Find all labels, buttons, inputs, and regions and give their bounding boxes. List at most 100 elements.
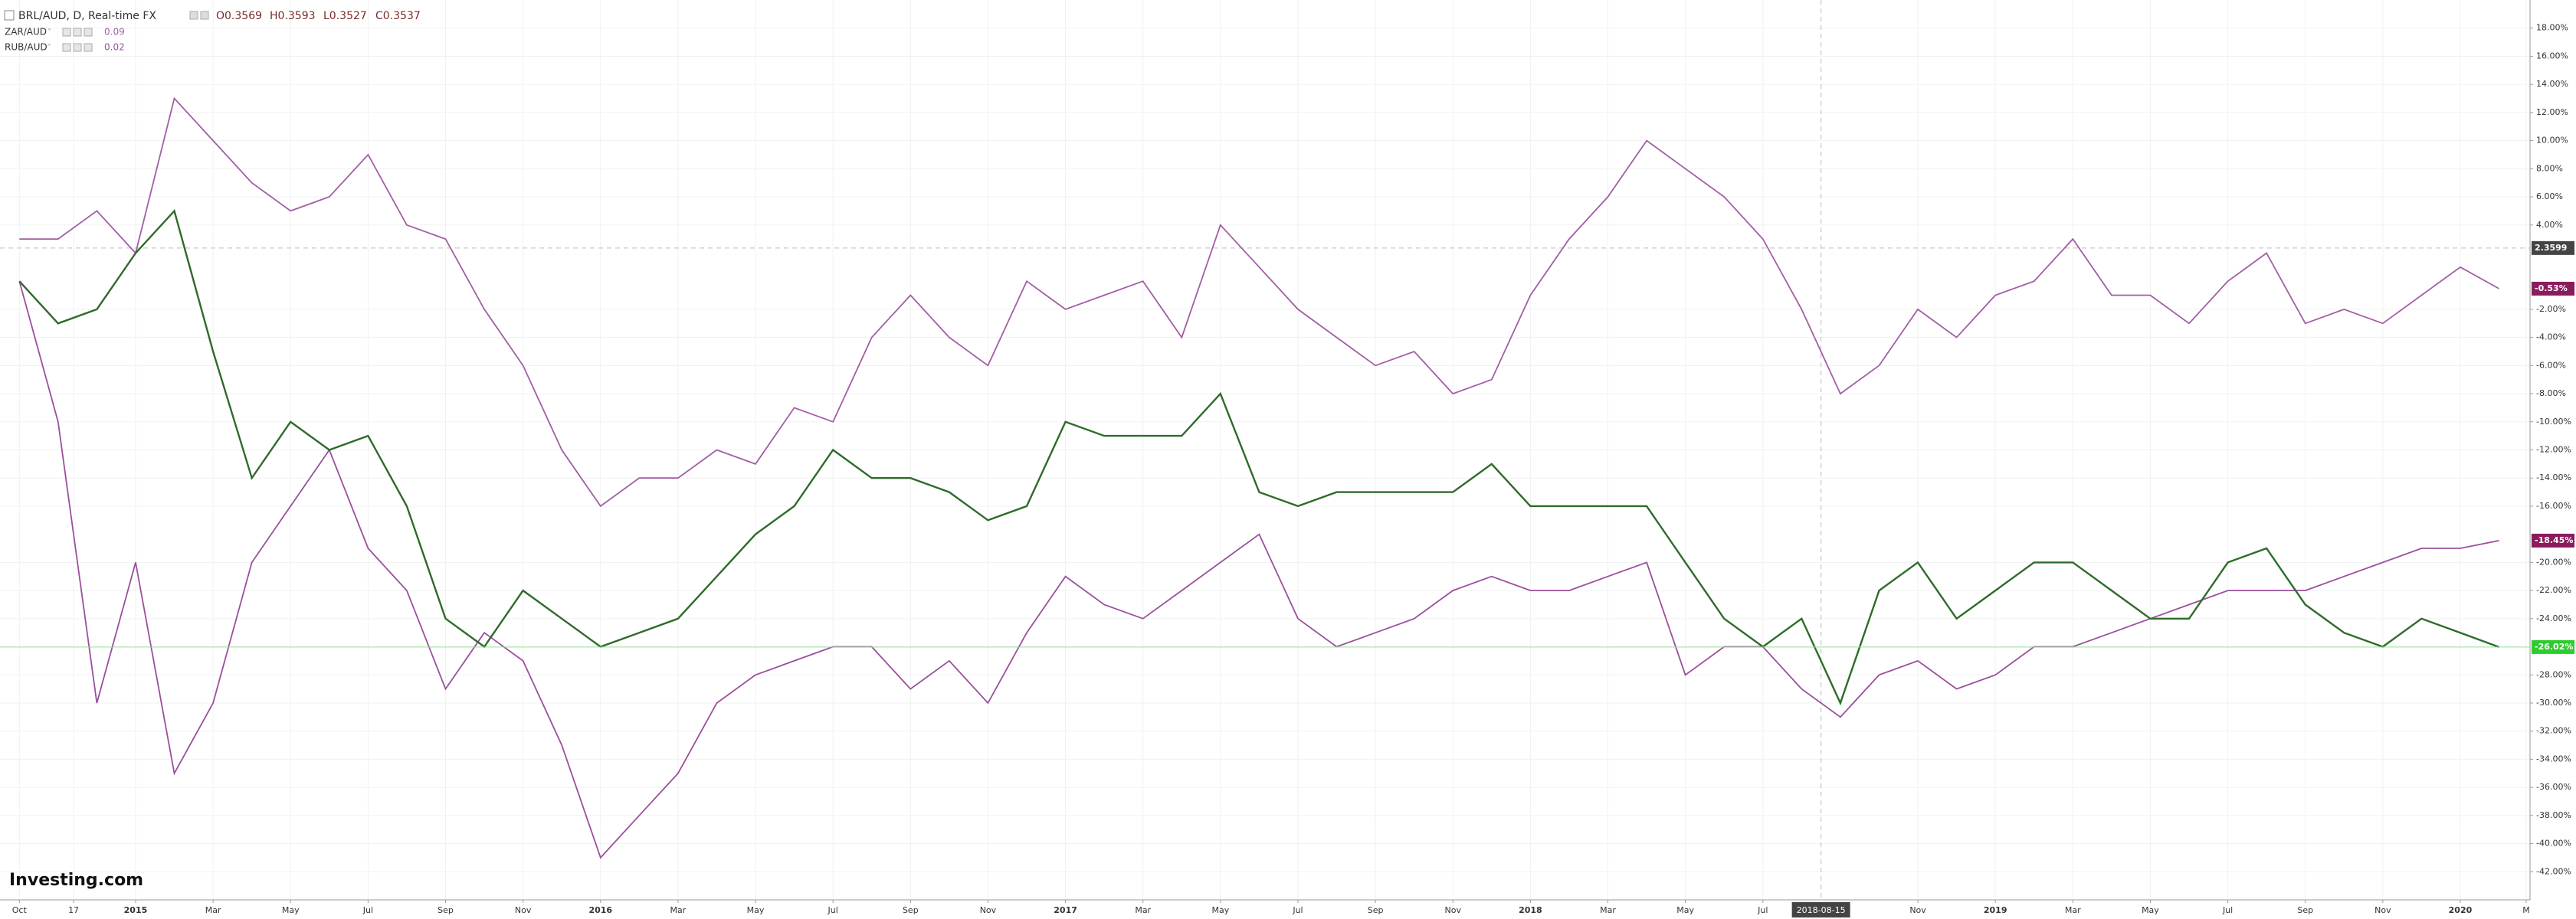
y-tick-label: 12.00%	[2536, 107, 2568, 117]
x-tick-label: May	[1676, 905, 1694, 915]
x-tick-label: Nov	[2374, 905, 2391, 915]
x-tick-label: 2019	[1984, 905, 2007, 915]
y-tick-label: -8.00%	[2536, 388, 2566, 398]
x-tick-label: M	[2522, 905, 2530, 915]
series-line	[19, 96, 2499, 508]
x-tick-label: Jul	[1757, 905, 1768, 915]
legend-caret: ˅	[48, 28, 51, 37]
icon[interactable]	[62, 43, 71, 52]
x-tick-label: Jul	[2222, 905, 2233, 915]
high: H0.3593	[270, 10, 316, 22]
icon[interactable]	[73, 28, 82, 37]
crosshair-y-badge	[2532, 240, 2574, 255]
icon[interactable]	[73, 43, 82, 52]
y-tick-label: -24.00%	[2536, 613, 2571, 623]
y-tick-label: -40.00%	[2536, 839, 2571, 849]
legend: ZAR/AUD ˅ 0.09 RUB/AUD ˅ 0.02	[5, 27, 125, 53]
plot	[0, 0, 2530, 900]
y-tick-label: -42.00%	[2536, 866, 2571, 876]
legend-name: ZAR/AUD	[5, 27, 47, 38]
y-tick-label: -34.00%	[2536, 754, 2571, 764]
last-value-label: -0.53%	[2535, 283, 2568, 293]
legend-value: 0.02	[104, 42, 125, 53]
legend-value: 0.09	[104, 27, 125, 38]
x-tick-label: Nov	[980, 905, 997, 915]
icon[interactable]	[189, 11, 198, 20]
y-tick-label: -38.00%	[2536, 810, 2571, 820]
x-tick-label: Oct	[12, 905, 28, 915]
crosshair-x-badge	[1791, 902, 1850, 917]
header: BRL/AUD, D, Real-time FX O0.3569 H0.3593…	[4, 10, 421, 22]
x-tick-label: Sep	[1368, 905, 1384, 915]
y-tick-label: 8.00%	[2536, 163, 2563, 173]
x-tick-label: May	[2142, 905, 2159, 915]
y-tick-label: -10.00%	[2536, 417, 2571, 427]
x-tick-label: 2016	[588, 905, 612, 915]
x-tick-label: Nov	[1909, 905, 1926, 915]
icon[interactable]	[200, 11, 209, 20]
y-tick-label: -12.00%	[2536, 445, 2571, 455]
icon[interactable]	[84, 43, 93, 52]
last-value-label: -18.45%	[2535, 535, 2573, 545]
last-value-badge	[2532, 639, 2574, 654]
x-tick-label: May	[282, 905, 300, 915]
y-tick-label: 14.00%	[2536, 79, 2568, 89]
x-tick-label: Sep	[2297, 905, 2313, 915]
last-value-badge	[2532, 281, 2574, 296]
y-tick-label: -20.00%	[2536, 557, 2571, 567]
axes: 18.00% 16.00% 14.00% 12.00% 10.00% 8.00% 6.00%…	[12, 23, 2574, 917]
x-tick-label: 2017	[1054, 905, 1077, 915]
y-tick-label: -22.00%	[2536, 585, 2571, 595]
y-tick-label: 6.00%	[2536, 191, 2563, 201]
symbol: BRL/AUD, D, Real-time FX	[18, 10, 156, 22]
x-tick-label: Mar	[205, 905, 221, 915]
crosshair-x-label: 2018-08-15	[1797, 905, 1846, 915]
y-tick-label: -32.00%	[2536, 726, 2571, 736]
x-tick-label: 17	[68, 905, 79, 915]
x-tick-label: 2018	[1519, 905, 1542, 915]
x-tick-label: May	[1211, 905, 1229, 915]
x-tick-label: May	[747, 905, 765, 915]
y-tick-label: 10.00%	[2536, 136, 2568, 146]
x-tick-label: Sep	[903, 905, 919, 915]
y-tick-label: -28.00%	[2536, 669, 2571, 679]
icon[interactable]	[84, 28, 93, 37]
x-tick-label: Sep	[438, 905, 454, 915]
low: L0.3527	[323, 10, 367, 22]
x-tick-label: Mar	[1135, 905, 1151, 915]
legend-name: RUB/AUD	[5, 42, 48, 53]
open: O0.3569	[216, 10, 262, 22]
y-tick-label: -4.00%	[2536, 332, 2566, 342]
x-tick-label: Mar	[1600, 905, 1616, 915]
series-line	[18, 280, 2499, 859]
x-tick-label: Jul	[362, 905, 373, 915]
x-tick-label: Jul	[1292, 905, 1303, 915]
x-tick-label: Mar	[2065, 905, 2081, 915]
y-tick-label: -16.00%	[2536, 501, 2571, 511]
y-tick-label: -14.00%	[2536, 473, 2571, 482]
y-tick-label: 18.00%	[2536, 23, 2568, 33]
x-tick-label: Nov	[515, 905, 532, 915]
icon[interactable]	[62, 28, 71, 37]
y-tick-label: 4.00%	[2536, 220, 2563, 230]
y-tick-label: 16.00%	[2536, 51, 2568, 61]
last-value-badge	[2532, 533, 2574, 548]
legend-caret: ˅	[48, 43, 51, 52]
last-value-label: -26.02%	[2535, 642, 2573, 652]
series-line	[18, 208, 2499, 706]
logo: Investing.com	[9, 871, 143, 890]
y-tick-label: -36.00%	[2536, 782, 2571, 792]
x-tick-label: Mar	[670, 905, 687, 915]
x-tick-label: Nov	[1445, 905, 1462, 915]
x-tick-label: 2015	[124, 905, 148, 915]
crosshair-y-label: 2.3599	[2535, 243, 2567, 253]
close: C0.3537	[375, 10, 421, 22]
x-tick-label: 2020	[2449, 905, 2473, 915]
x-tick-label: Jul	[828, 905, 838, 915]
y-tick-label: -2.00%	[2536, 304, 2566, 314]
y-tick-label: -30.00%	[2536, 698, 2571, 708]
collapse-icon[interactable]	[4, 10, 15, 21]
grid	[0, 0, 2530, 900]
